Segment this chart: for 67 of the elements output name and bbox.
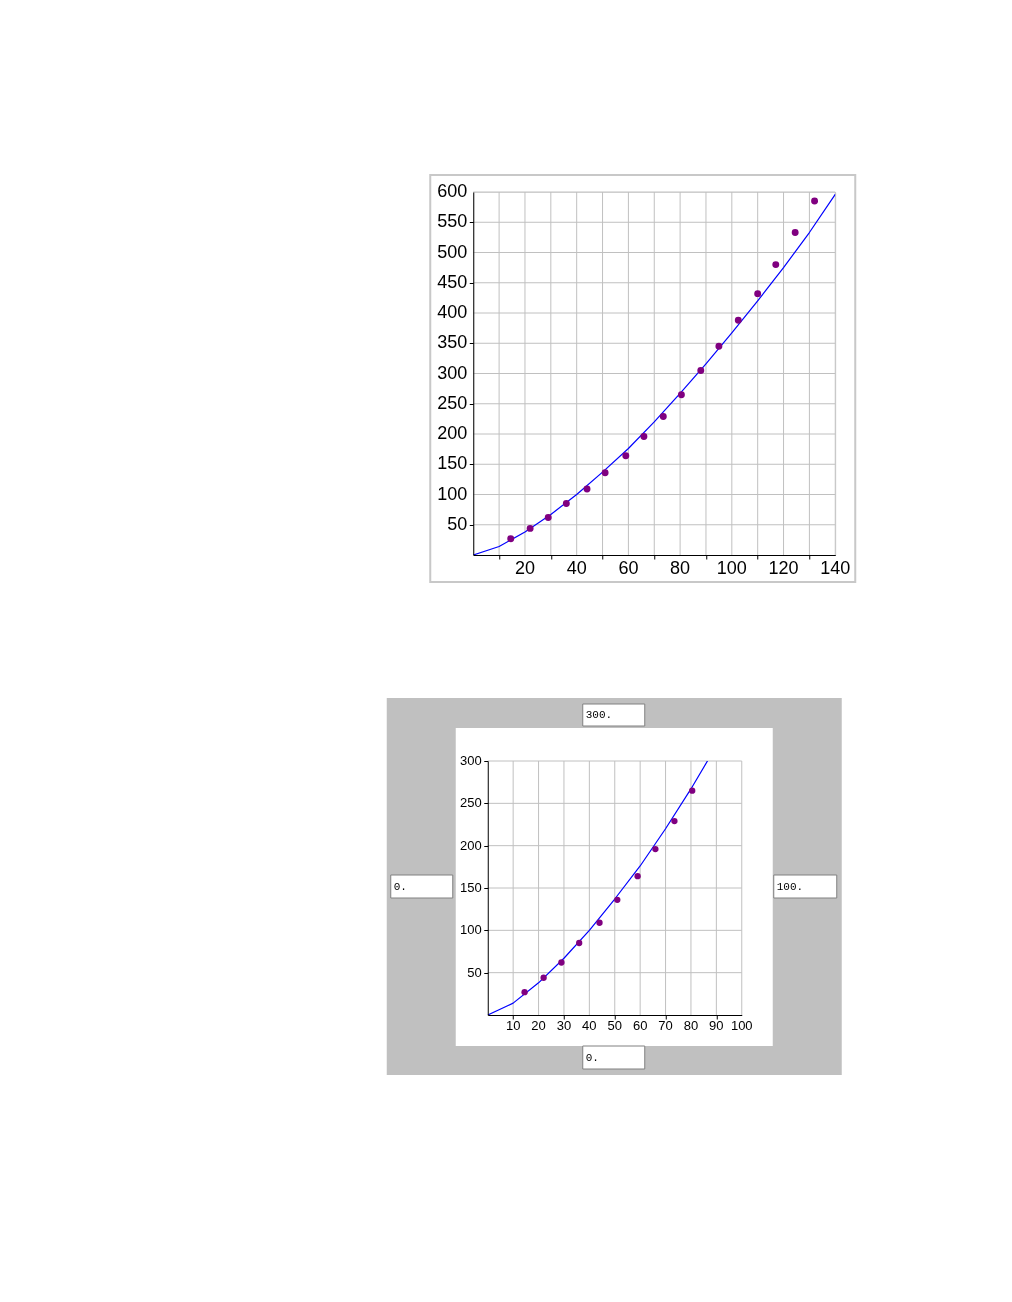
x-tick-label: 20 [514, 558, 535, 578]
point [562, 500, 570, 508]
point [622, 452, 630, 460]
x-tick-label: 40 [566, 558, 587, 578]
text: 100. [776, 880, 804, 893]
point [754, 290, 762, 298]
y-tick-label: 250 [437, 392, 468, 413]
point [521, 988, 528, 996]
point [689, 787, 696, 794]
x-tick-label: 60 [632, 1018, 648, 1033]
text: 300. [585, 709, 613, 721]
y-tick-label: 500 [437, 241, 468, 262]
x-tick-label: 80 [670, 558, 691, 578]
point [791, 229, 799, 236]
point [671, 817, 678, 825]
point [772, 261, 780, 269]
point [544, 514, 552, 521]
x-tick-label: 90 [709, 1018, 724, 1033]
point [734, 316, 742, 324]
x-tick-label: 140 [820, 558, 851, 578]
point [601, 469, 609, 477]
point [558, 959, 565, 966]
y-tick-label: 150 [437, 453, 468, 474]
y-tick-label: 550 [437, 211, 468, 232]
x-tick-label: 100 [730, 1018, 753, 1033]
point [811, 197, 819, 205]
point [540, 974, 547, 981]
y-tick-label: 450 [437, 271, 468, 292]
point [596, 919, 603, 926]
point [715, 342, 723, 350]
point [507, 535, 515, 543]
point [697, 367, 705, 374]
y-tick-label: 150 [460, 880, 482, 895]
y-tick-label: 300 [460, 753, 482, 768]
x-tick-label: 20 [531, 1018, 546, 1033]
y-tick-label: 400 [437, 302, 468, 322]
text: 0. [393, 880, 407, 893]
line-series [473, 193, 836, 555]
x-tick-label: 80 [683, 1018, 699, 1033]
point [576, 939, 583, 947]
y-tick-label: 600 [437, 181, 468, 201]
y-tick-label: 350 [437, 332, 468, 353]
y-tick-label: 50 [467, 964, 482, 980]
y-tick-label: 300 [437, 362, 468, 383]
point [652, 845, 659, 853]
text: 0. [585, 1051, 599, 1064]
point [634, 872, 641, 880]
y-tick-label: 100 [460, 922, 482, 938]
y-tick-label: 100 [437, 483, 468, 504]
point [659, 413, 667, 420]
x-tick-label: 30 [556, 1018, 572, 1033]
y-tick-label: 200 [437, 423, 468, 443]
x-tick-label: 10 [505, 1018, 521, 1033]
point [614, 896, 621, 904]
y-tick-label: 250 [460, 795, 482, 811]
y-tick-label: 200 [460, 837, 482, 853]
point [583, 485, 591, 493]
point [526, 524, 534, 532]
x-tick-label: 70 [658, 1018, 673, 1033]
point [640, 432, 648, 440]
x-tick-label: 50 [607, 1018, 622, 1033]
point [677, 391, 685, 399]
x-tick-label: 60 [618, 558, 639, 578]
y-tick-label: 50 [447, 513, 468, 534]
x-tick-label: 100 [716, 558, 747, 578]
x-tick-label: 40 [582, 1018, 597, 1033]
x-tick-label: 120 [768, 558, 799, 578]
